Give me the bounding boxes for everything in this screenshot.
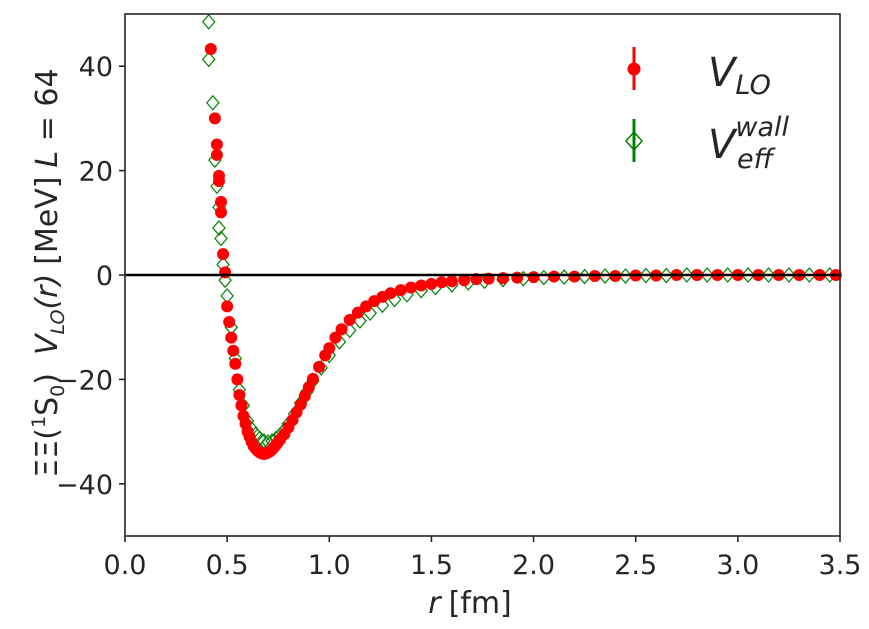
y-label-sup: 1 [28,416,50,428]
y-tick-label: 20 [79,157,113,188]
legend-veff-sub: eff [737,144,776,175]
y-label-size-eq: = 64 [30,68,65,150]
veff-wall-point [218,272,232,289]
vlo-point [210,148,223,161]
vlo-point [235,399,248,412]
x-tick-label: 2.0 [512,550,555,581]
vlo-point [225,331,238,344]
vlo-point [229,357,242,370]
veff-wall-point [618,268,633,284]
y-label-close: ) [30,373,65,385]
x-axis-label: r [fm] [428,586,512,621]
vlo-point [227,344,240,357]
vlo-point [212,175,225,188]
veff-wall-point [214,230,228,247]
vlo-point [415,279,428,292]
veff-wall-point [212,220,226,236]
legend-vlo-marker [627,62,641,76]
legend-vlo-label: VLO [708,50,771,101]
vlo-point [210,138,223,151]
x-tick-label: 0.5 [206,550,249,581]
vlo-point [231,373,244,386]
x-axis-var: r [428,586,442,621]
vlo-point [335,323,348,336]
legend-item-vlo: VLO [627,47,771,101]
veff-wall-point [802,267,817,283]
x-tick-label: 0.0 [104,550,147,581]
vlo-point [568,270,581,283]
vlo-point [384,287,397,300]
veff-wall-point [206,94,220,111]
vlo-point [204,42,217,55]
vlo-point [215,195,228,208]
veff-wall-point [782,267,796,283]
vlo-point [313,360,326,373]
x-axis-unit: [fm] [449,586,512,621]
y-tick-label: 40 [79,52,113,83]
y-tick-label: −40 [56,470,113,501]
axis-ticks: 0.0 0.5 1.0 1.5 2.0 2.5 3.0 3.5 −40 −20 0 20 40 [56,52,861,581]
veff-wall-point [659,267,674,284]
legend-veff-main: V [708,122,738,168]
vlo-point [219,266,232,279]
x-tick-label: 1.0 [308,550,351,581]
x-tick-label: 1.5 [410,550,453,581]
vlo-point [527,271,540,284]
legend: VLO Vwall eff [624,47,790,175]
veff-wall-point [720,267,735,283]
vlo-point [425,277,438,290]
vlo-point [323,342,336,355]
vlo-point [306,372,319,385]
veff-wall-point [761,267,776,283]
legend-veff-marker [624,130,644,152]
y-label-v-sub: LO [47,309,69,334]
vlo-point [223,315,236,328]
legend-item-veff-wall: Vwall eff [624,112,790,175]
y-label-state: S [30,397,65,416]
veff-wall-point [201,51,216,68]
vlo-point [343,313,356,326]
legend-veff-sup: wall [735,112,789,143]
vlo-point [405,281,417,294]
vlo-point [435,276,448,289]
veff-wall-point [353,313,367,329]
veff-wall-point [741,267,755,283]
vlo-point [548,270,560,283]
x-tick-label: 3.5 [819,550,862,581]
veff-wall-point [201,13,216,30]
x-tick-label: 3.0 [716,550,759,581]
vlo-point [208,112,221,125]
vlo-point [394,284,407,297]
y-tick-label: −20 [56,365,113,396]
vlo-point [329,331,342,344]
veff-wall-point [598,268,612,284]
x-tick-label: 2.5 [614,550,657,581]
vlo-point [351,306,364,319]
legend-vlo-sub: LO [735,70,770,101]
y-label-size-var: L [30,151,65,168]
vlo-point [233,389,246,402]
y-label-arg: (r) [30,274,65,310]
y-label-v: V [30,332,65,355]
legend-veff-label: Vwall eff [708,112,790,175]
y-label-prefix: ΞΞ( [30,428,65,478]
vlo-point [217,248,230,261]
vlo-point [511,271,524,284]
y-axis-label: ΞΞ(1S0) VLO(r) [MeV] L = 64 [28,68,69,477]
y-label-unit: [MeV] [30,177,65,265]
vlo-point [215,206,228,219]
y-label-sub: 0 [47,385,69,397]
veff-wall-point [700,267,715,283]
vlo-point [458,274,471,287]
legend-vlo-main: V [708,50,738,96]
y-tick-label: 0 [96,261,113,292]
veff-wall-point [639,267,653,284]
vlo-point [445,275,458,288]
veff-wall-point [679,267,694,283]
vlo-point [221,300,234,313]
